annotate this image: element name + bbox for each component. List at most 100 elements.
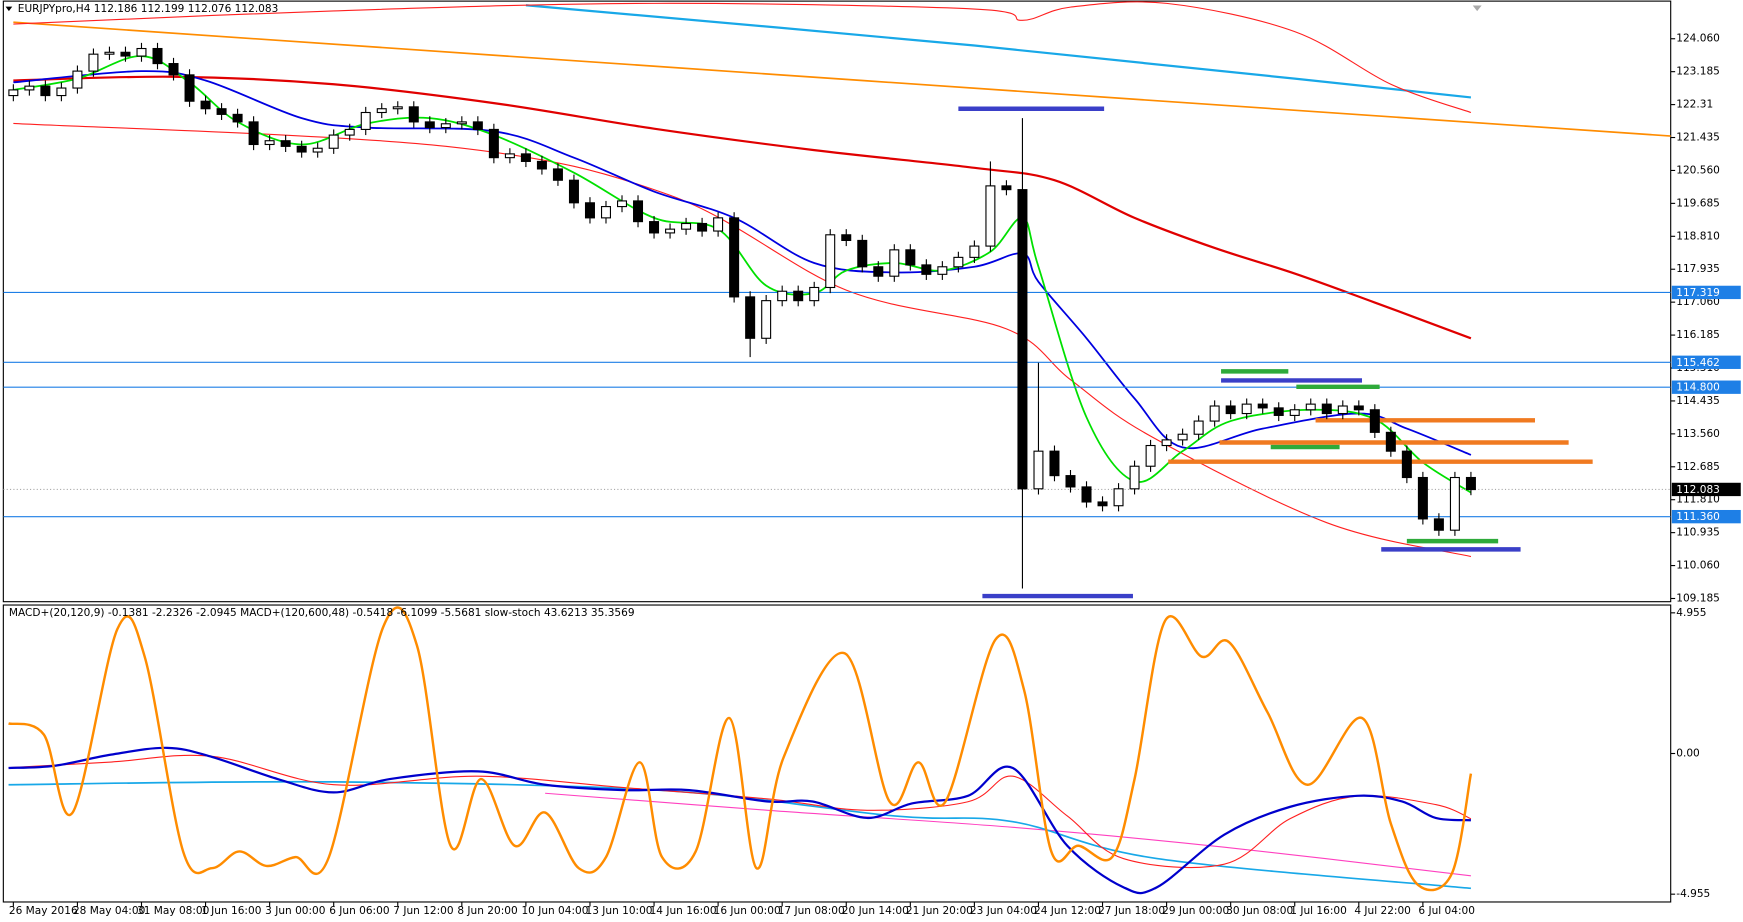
y-tick-label: 117.935: [1676, 263, 1720, 275]
candle-body: [937, 266, 948, 275]
y-tick-label: 110.935: [1676, 527, 1720, 539]
candle-body: [1305, 403, 1316, 411]
chart-title: EURJPYpro,H4 112.186 112.199 112.076 112…: [18, 3, 279, 15]
menu-triangle[interactable]: [5, 6, 13, 12]
last-price-label: 112.083: [1676, 484, 1720, 496]
candle-body: [56, 87, 67, 97]
candle-body: [1321, 403, 1332, 415]
candle-body: [232, 113, 243, 123]
candle-body: [761, 300, 772, 339]
indicator-line: [8, 746, 1471, 895]
x-tick-label: 4 Jul 22:00: [1354, 905, 1411, 917]
candle-body: [953, 256, 964, 268]
x-tick-label: 7 Jun 12:00: [393, 905, 454, 917]
x-tick-label: 29 Jun 00:00: [1162, 905, 1229, 917]
candle-body: [8, 89, 19, 97]
candle-body: [136, 47, 147, 57]
candle-body: [104, 51, 115, 55]
candle-body: [88, 53, 99, 72]
candle-body: [152, 47, 163, 65]
y-tick-label: 121.435: [1676, 132, 1720, 144]
candle-body: [24, 85, 35, 91]
candle-body: [1209, 405, 1220, 422]
candle-body: [248, 121, 259, 146]
candle-body: [633, 200, 644, 223]
main-panel: [2, 0, 1672, 603]
candle-body: [1289, 409, 1300, 416]
x-tick-label: 8 Jun 20:00: [457, 905, 518, 917]
candle-body: [1097, 501, 1108, 507]
candle-body: [1401, 450, 1412, 479]
candle-body: [1049, 450, 1060, 477]
candle-body: [1369, 409, 1380, 433]
level-label: 117.319: [1676, 287, 1720, 299]
y-tick-label: 111.810: [1676, 494, 1720, 506]
y-tick-label: 119.685: [1676, 197, 1720, 209]
y-tick-label: 124.060: [1676, 33, 1720, 45]
y-tick-label: 122.31: [1676, 99, 1713, 111]
candle-body: [1081, 486, 1092, 503]
candle-body: [488, 128, 499, 159]
candle-body: [1417, 476, 1428, 520]
candle-body: [1449, 476, 1460, 531]
candle-body: [40, 85, 51, 97]
candle-body: [1017, 189, 1028, 490]
indicator-title: MACD+(20,120,9) -0.1381 -2.2326 -2.0945 …: [9, 607, 635, 619]
indicator-line: [13, 21, 1671, 137]
level-label-box: [1671, 380, 1741, 394]
candle-body: [969, 245, 980, 258]
x-tick-label: 21 Jun 20:00: [906, 905, 973, 917]
candle-body: [600, 206, 611, 219]
x-tick-label: 26 May 2016: [9, 905, 78, 917]
level-label-box: [1671, 509, 1741, 524]
candle-body: [200, 100, 211, 110]
candle-body: [392, 106, 403, 110]
x-tick-label: 16 Jun 00:00: [714, 905, 781, 917]
x-tick-label: 24 Jun 12:00: [1034, 905, 1101, 917]
candle-body: [1001, 185, 1012, 191]
x-tick-label: 31 May 08:00: [137, 905, 210, 917]
y-tick-label: -4.955: [1676, 888, 1710, 900]
x-tick-label: 1 Jul 16:00: [1290, 905, 1347, 917]
x-tick-label: 30 Jun 08:00: [1226, 905, 1293, 917]
indicator-line: [13, 75, 1472, 340]
candle-body: [168, 63, 179, 76]
candle-body: [665, 228, 676, 234]
candle-body: [456, 121, 467, 125]
candle-body: [873, 266, 884, 277]
candle-body: [777, 290, 788, 302]
y-tick-label: 117.060: [1676, 296, 1720, 308]
candle-body: [697, 222, 708, 232]
y-tick-label: 109.185: [1676, 592, 1720, 604]
candle-body: [184, 74, 195, 102]
candle-body: [809, 286, 820, 302]
candle-body: [264, 140, 275, 146]
candle-body: [280, 140, 291, 147]
indicator-line: [13, 1, 1472, 114]
candle-body: [520, 153, 531, 162]
y-tick-label: 120.560: [1676, 164, 1720, 176]
x-tick-label: 10 Jun 04:00: [521, 905, 588, 917]
candle-body: [1113, 488, 1124, 507]
candle-body: [72, 70, 83, 89]
candle-body: [793, 290, 804, 302]
candle-body: [1465, 476, 1476, 491]
candle-body: [681, 222, 692, 230]
candle-body: [536, 160, 547, 170]
candle-body: [1145, 444, 1156, 467]
candle-body: [1225, 405, 1236, 415]
candle-body: [921, 264, 932, 275]
x-tick-label: 13 Jun 10:00: [586, 905, 653, 917]
x-tick-label: 6 Jul 04:00: [1418, 905, 1475, 917]
indicator-line: [525, 4, 1472, 99]
candle-body: [1337, 405, 1348, 415]
candle-body: [617, 200, 628, 208]
candle-body: [825, 234, 836, 289]
candle-body: [552, 168, 563, 181]
indicator-line: [8, 606, 1473, 892]
indicator-line: [545, 792, 1471, 877]
candle-body: [296, 145, 307, 153]
level-label: 114.800: [1676, 382, 1720, 394]
y-tick-label: 123.185: [1676, 66, 1720, 78]
